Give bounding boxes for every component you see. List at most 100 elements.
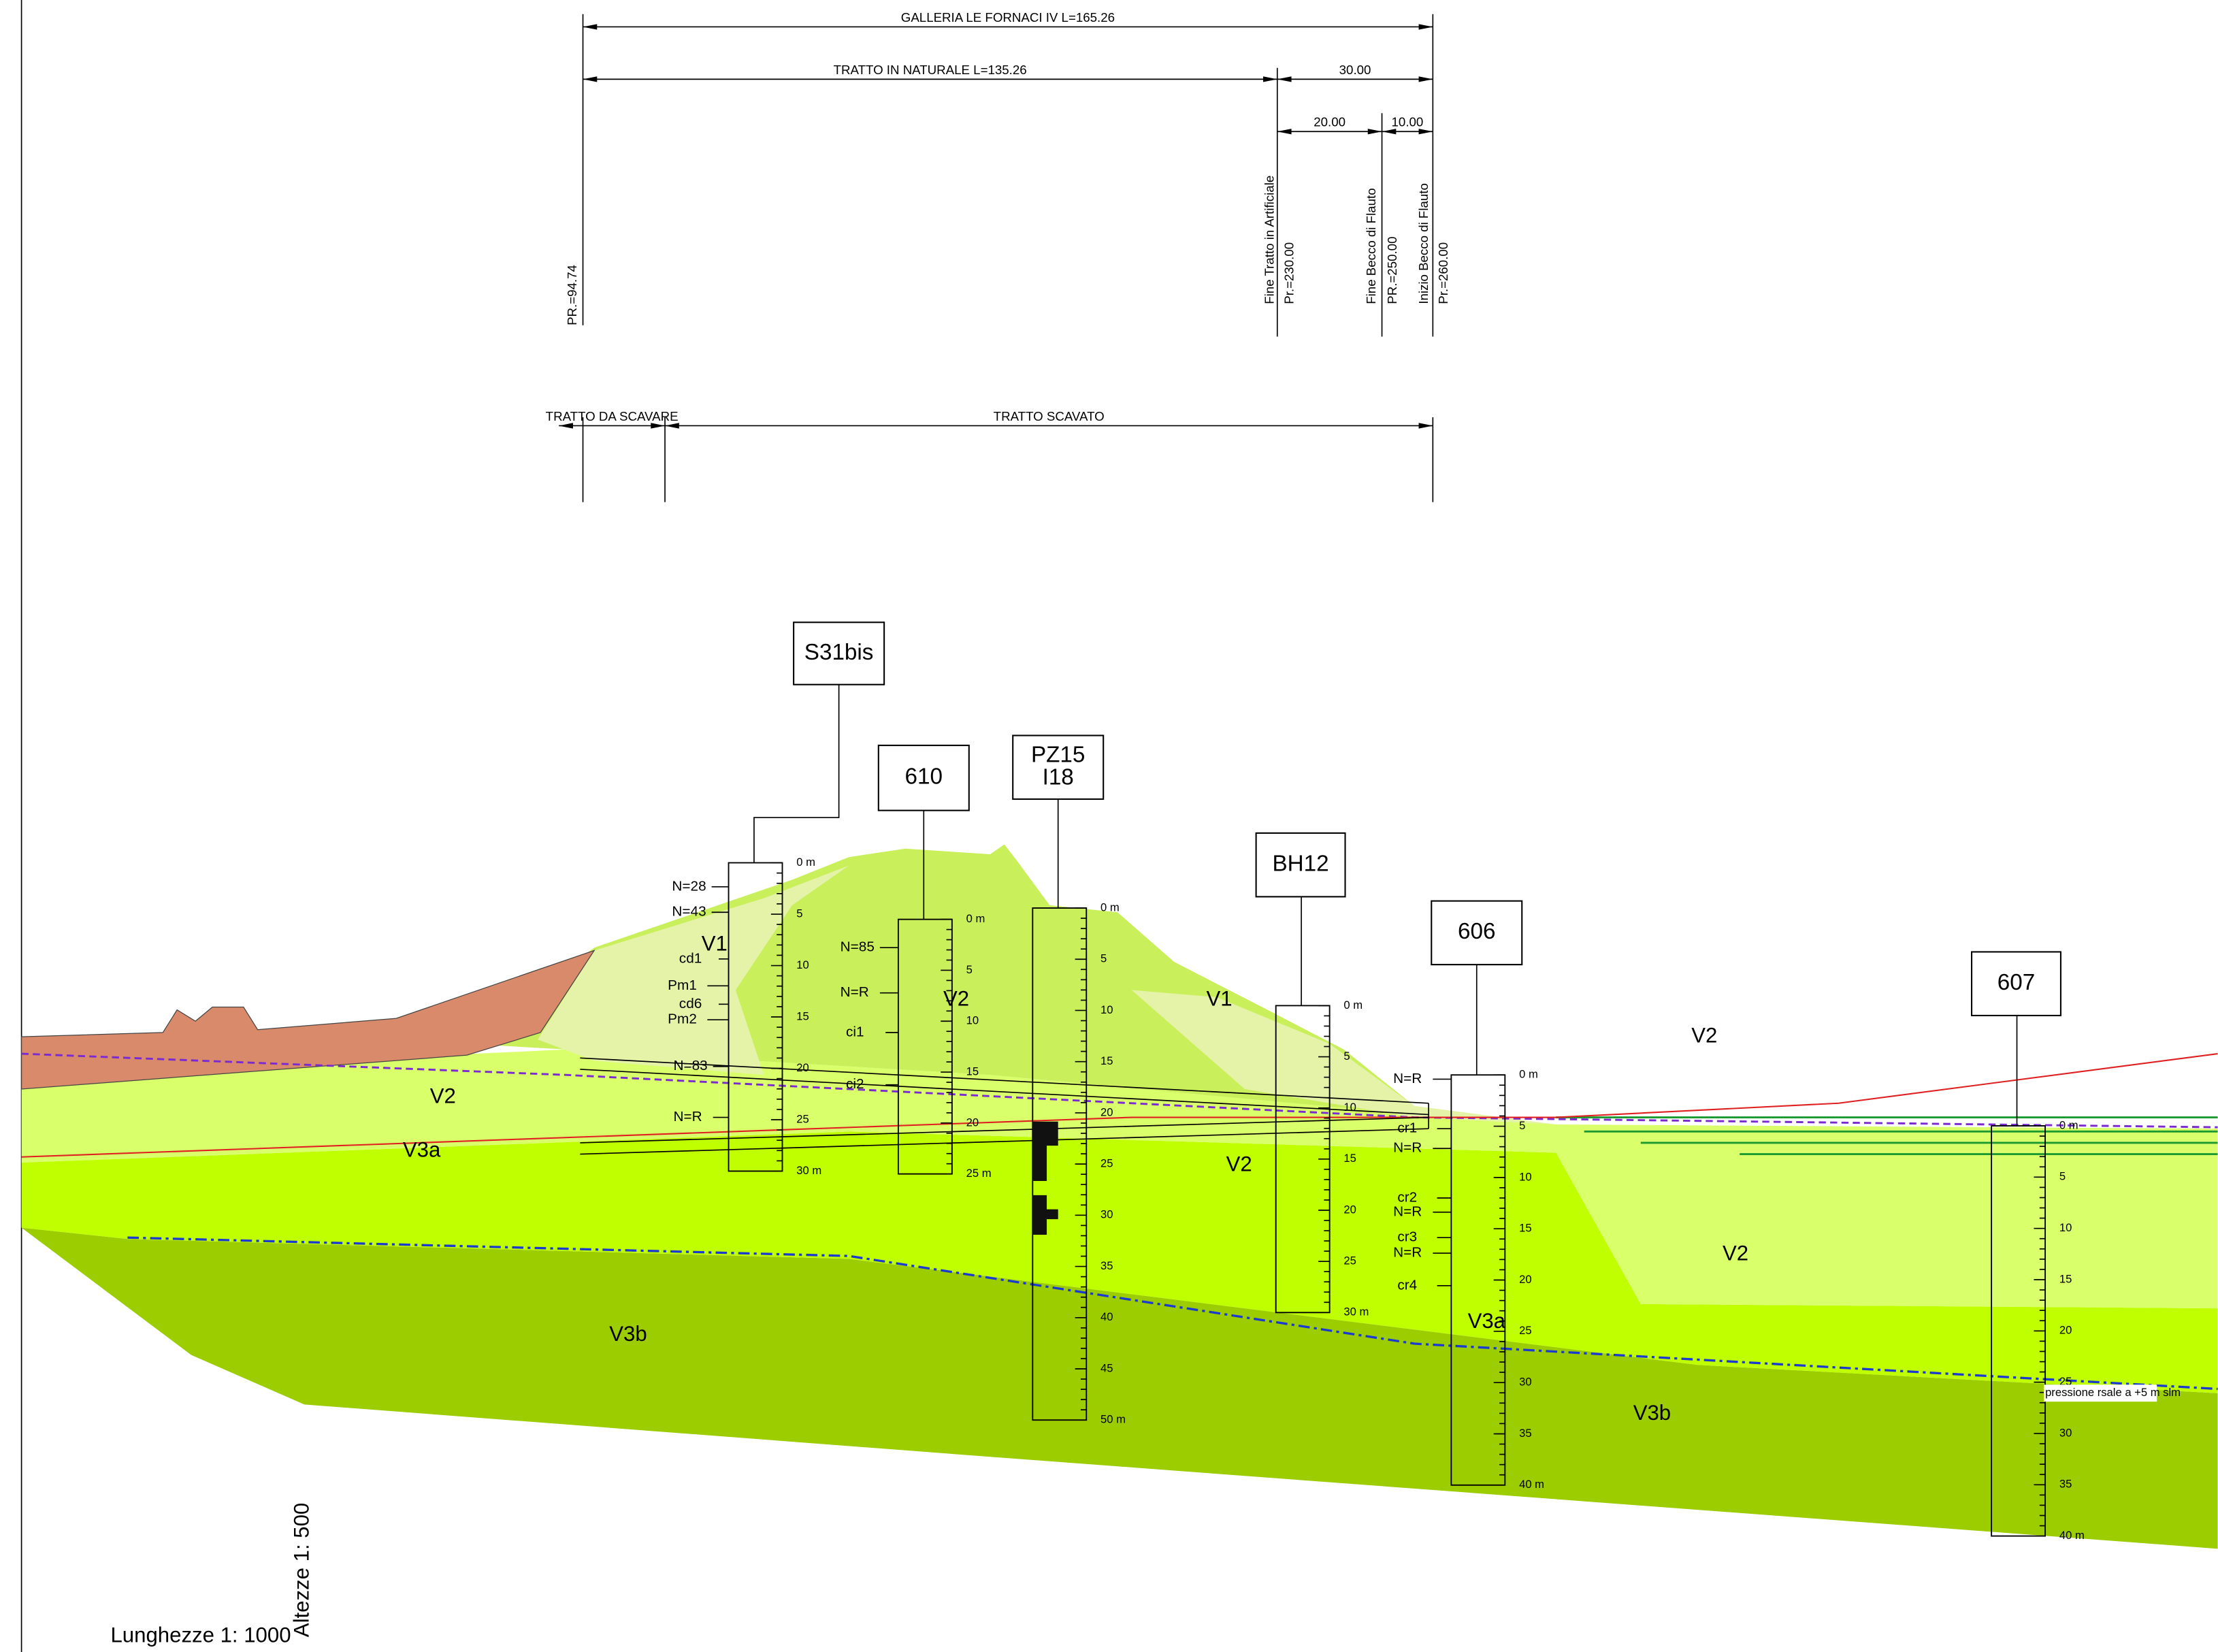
depth-label: 15 — [796, 1009, 809, 1022]
depth-label: 0 m — [1343, 999, 1363, 1011]
depth-label: 25 — [1343, 1254, 1356, 1267]
depth-label: 0 m — [1100, 901, 1120, 913]
arrow — [583, 24, 598, 30]
depth-label: 0 m — [966, 912, 985, 925]
depth-label: 5 — [1343, 1050, 1350, 1063]
layer-label: V1 — [1207, 986, 1233, 1010]
depth-label: 20 — [1343, 1203, 1356, 1216]
borehole-note: cr2 — [1397, 1189, 1417, 1205]
arrow — [1382, 129, 1397, 135]
borehole-note: cr1 — [1397, 1120, 1417, 1136]
depth-label: 10 — [966, 1014, 979, 1027]
layer-v3b — [21, 1227, 2218, 1549]
depth-label: 30 m — [1343, 1306, 1369, 1318]
depth-label: 10 — [1100, 1003, 1113, 1016]
borehole-note: ci1 — [846, 1024, 864, 1039]
layer-label: V3a — [1468, 1309, 1506, 1333]
depth-label: 0 m — [2059, 1118, 2078, 1131]
dimension-label: 30.00 — [1339, 63, 1371, 77]
borehole-note: N=R — [1393, 1245, 1422, 1261]
leader-line — [753, 684, 840, 863]
borehole-name: BH12 — [1272, 851, 1328, 876]
station-label: PR.=250.00 — [1385, 237, 1399, 304]
purple-line — [21, 1052, 2218, 1129]
log-profile — [1032, 1121, 1058, 1235]
arrow — [583, 76, 598, 82]
hill-light — [1131, 990, 1556, 1124]
depth-label: 10 — [796, 958, 809, 971]
depth-label: 20 — [966, 1116, 979, 1129]
depth-label: 35 — [2059, 1478, 2072, 1491]
borehole-box — [1431, 900, 1523, 966]
depth-label: 40 — [1100, 1310, 1113, 1323]
strata — [20, 844, 2218, 1549]
depth-label: 30 — [1519, 1376, 1531, 1389]
layer-label: V2 — [943, 986, 969, 1010]
depth-label: 10 — [2059, 1221, 2072, 1234]
borehole-column — [897, 918, 953, 1175]
arrow — [1262, 76, 1277, 82]
layer-label: V2 — [1691, 1023, 1717, 1047]
depth-label: 20 — [2059, 1324, 2072, 1337]
arrow — [651, 423, 666, 429]
layer-label: V3b — [609, 1322, 647, 1346]
depth-label: 40 m — [2059, 1529, 2085, 1542]
depth-label: 10 — [1519, 1170, 1531, 1183]
dimension-label: TRATTO DA SCAVARE — [546, 409, 679, 423]
borehole-note: cr4 — [1397, 1277, 1417, 1293]
depth-label: 5 — [1100, 952, 1107, 965]
depth-label: 0 m — [1519, 1068, 1538, 1081]
layer-label: V2 — [1723, 1241, 1748, 1265]
layer-label: V2 — [430, 1084, 456, 1108]
borehole-note: Pm1 — [668, 977, 697, 993]
depth-label: 15 — [1343, 1152, 1356, 1165]
depth-label: 50 m — [1100, 1413, 1126, 1426]
borehole-note: N=R — [841, 984, 869, 1000]
station-label: Inizio Becco di Flauto — [1416, 183, 1431, 304]
depth-label: 35 — [1100, 1259, 1113, 1272]
depth-label: 20 — [1100, 1105, 1113, 1118]
stripes — [1556, 1116, 2218, 1156]
borehole-note: N=43 — [672, 904, 706, 920]
dimension-label: 20.00 — [1314, 115, 1346, 129]
depth-label: 35 — [1519, 1427, 1531, 1440]
arrow — [1367, 129, 1382, 135]
borehole-note: Pm2 — [668, 1011, 697, 1027]
arrow — [1418, 24, 1433, 30]
borehole-box — [1012, 734, 1105, 800]
borehole-note: N=R — [1393, 1140, 1422, 1156]
borehole-note: cd6 — [679, 996, 702, 1011]
depth-label: 45 — [1100, 1361, 1113, 1374]
depth-label: 5 — [796, 907, 802, 920]
arrow — [1418, 76, 1433, 82]
scale-label: Altezze 1: 500 — [289, 1503, 313, 1637]
dimension-label: 10.00 — [1392, 115, 1424, 129]
hill-light — [538, 865, 849, 1075]
depth-label: 5 — [2059, 1170, 2066, 1183]
borehole-box — [1970, 951, 2061, 1016]
arrow — [1418, 423, 1433, 429]
station-label: Pr.=230.00 — [1282, 242, 1296, 304]
depth-label: 20 — [796, 1061, 809, 1074]
borehole-note: N=R — [1393, 1203, 1422, 1219]
borehole-box — [793, 621, 885, 685]
arrow — [1277, 129, 1292, 135]
depth-label: 30 — [1100, 1208, 1113, 1221]
borehole-box — [1255, 832, 1346, 898]
borehole-name: 606 — [1458, 919, 1495, 944]
borehole-note: N=28 — [672, 878, 706, 894]
red-line — [21, 1053, 2218, 1158]
note-label: pressione rsale a +5 m slm — [2045, 1386, 2181, 1399]
borehole-name: PZ15 — [1031, 742, 1085, 767]
depth-label: 5 — [1519, 1119, 1525, 1132]
depth-label: 0 m — [796, 856, 815, 869]
arrow — [1277, 76, 1292, 82]
borehole-note: ci2 — [846, 1076, 864, 1092]
borehole-name: 610 — [905, 764, 943, 790]
layer-v3a — [21, 1131, 2218, 1393]
depth-label: 20 — [1519, 1273, 1531, 1286]
depth-label: 30 — [2059, 1426, 2072, 1439]
borehole-note: N=83 — [674, 1058, 708, 1073]
